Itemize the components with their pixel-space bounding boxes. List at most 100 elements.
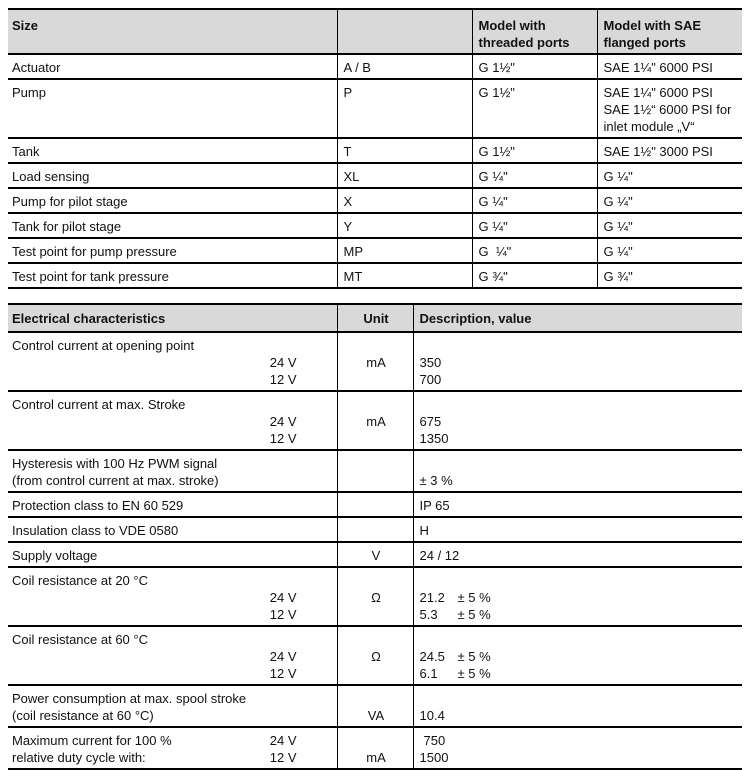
voltage-label: 12 V — [269, 607, 297, 622]
table-row: Pump for pilot stage X G ¼" G ¼" — [8, 188, 742, 213]
cell-value: 24 / 12 — [412, 542, 742, 567]
cell-port-code: Y — [336, 213, 472, 238]
cell-threaded: G 1½" — [471, 54, 597, 79]
tolerance: ± 5 % — [457, 666, 491, 681]
table-row: Coil resistance at 20 °C 24 V 12 V Ω 21.… — [8, 567, 742, 626]
cell-characteristic: Supply voltage — [12, 548, 98, 563]
cell-characteristic: Protection class to EN 60 529 — [12, 498, 184, 513]
voltage-label: 24 V — [269, 590, 297, 605]
cell-unit — [336, 517, 413, 542]
characteristic-label: Power consumption at max. spool stroke — [12, 691, 247, 706]
cell-characteristic: Control current at max. Stroke 24 V 12 V — [8, 391, 337, 450]
cell-characteristic: Power consumption at max. spool stroke (… — [8, 685, 337, 727]
table-row: Coil resistance at 60 °C 24 V 12 V Ω 24.… — [8, 626, 742, 685]
size-table: Size Model with threaded ports Model wit… — [8, 8, 742, 289]
cell-port-code: MP — [336, 238, 472, 263]
size-table-header-row: Size Model with threaded ports Model wit… — [8, 9, 742, 54]
voltage-label: 24 V — [269, 355, 297, 370]
cell-unit: Ω — [336, 567, 413, 626]
cell-characteristic: Insulation class to VDE 0580 — [12, 523, 179, 538]
cell-flanged: SAE 1½" 3000 PSI — [596, 138, 742, 163]
characteristic-label: (from control current at max. stroke) — [12, 473, 219, 488]
tolerance: ± 5 % — [457, 607, 491, 622]
characteristic-label: Coil resistance at 20 °C — [12, 573, 148, 588]
cell-value: H — [412, 517, 742, 542]
characteristic-label: Control current at max. Stroke — [12, 397, 186, 412]
cell-threaded: G ¾" — [471, 263, 597, 288]
table-row: Supply voltage V 24 / 12 — [8, 542, 742, 567]
voltage-label: 12 V — [269, 431, 297, 446]
cell-unit: Ω — [336, 626, 413, 685]
cell-value: 24.5 ± 5 % 6.1 ± 5 % — [412, 626, 742, 685]
table-row: Pump P G 1½" SAE 1¼" 6000 PSI SAE 1½“ 60… — [8, 79, 742, 138]
cell-unit: mA — [336, 391, 413, 450]
cell-unit: mA — [336, 332, 413, 391]
cell-characteristic: Coil resistance at 20 °C 24 V 12 V — [8, 567, 337, 626]
characteristic-label: Coil resistance at 60 °C — [12, 632, 148, 647]
table-row: Tank for pilot stage Y G ¼" G ¼" — [8, 213, 742, 238]
cell-unit — [336, 492, 413, 517]
cell-unit — [336, 450, 413, 492]
cell-port-name: Load sensing — [12, 169, 90, 184]
size-header-code — [336, 9, 472, 54]
cell-port-name: Pump — [12, 85, 46, 100]
cell-port-name: Actuator — [12, 60, 61, 75]
cell-threaded: G ¼" — [471, 163, 597, 188]
cell-flanged: G ¼" — [596, 213, 742, 238]
value: 5.3 — [419, 607, 438, 622]
cell-port-name: Tank for pilot stage — [12, 219, 122, 234]
electrical-header-title: Electrical characteristics — [12, 311, 166, 326]
cell-unit: V — [336, 542, 413, 567]
cell-flanged: SAE 1¼" 6000 PSI SAE 1½“ 6000 PSI for in… — [596, 79, 742, 138]
cell-port-code: X — [336, 188, 472, 213]
cell-threaded: G 1½" — [471, 138, 597, 163]
table-row: Actuator A / B G 1½" SAE 1¼" 6000 PSI — [8, 54, 742, 79]
cell-value: 750 1500 — [412, 727, 742, 769]
size-header-threaded: Model with threaded ports — [471, 9, 597, 54]
cell-threaded: G ¼" — [471, 188, 597, 213]
value-line: 5.3 ± 5 % — [420, 606, 739, 623]
cell-value: 21.2 ± 5 % 5.3 ± 5 % — [412, 567, 742, 626]
characteristic-label: Control current at opening point — [12, 338, 195, 353]
value-line: 1500 — [419, 750, 449, 765]
electrical-header-unit: Unit — [336, 304, 413, 332]
characteristic-line: relative duty cycle with: 12 V — [12, 749, 333, 766]
cell-port-code: P — [336, 79, 472, 138]
voltage-label: 12 V — [269, 750, 297, 765]
table-row: Maximum current for 100 % 24 V relative d… — [8, 727, 742, 769]
cell-value: 10.4 — [412, 685, 742, 727]
tolerance: ± 5 % — [457, 649, 491, 664]
cell-characteristic: Maximum current for 100 % 24 V relative d… — [8, 727, 337, 769]
table-row: Hysteresis with 100 Hz PWM signal (from … — [8, 450, 742, 492]
table-row: Control current at max. Stroke 24 V 12 V… — [8, 391, 742, 450]
cell-unit: mA — [336, 727, 413, 769]
electrical-table: Electrical characteristics Unit Descript… — [8, 303, 742, 770]
cell-port-name: Test point for tank pressure — [12, 269, 169, 284]
characteristic-label: (coil resistance at 60 °C) — [12, 708, 154, 723]
cell-port-name: Test point for pump pressure — [12, 244, 177, 259]
cell-flanged: G ¾" — [596, 263, 742, 288]
cell-unit: VA — [336, 685, 413, 727]
value-line: 750 — [423, 733, 446, 748]
value-line: 675 — [419, 414, 442, 429]
table-row: Tank T G 1½" SAE 1½" 3000 PSI — [8, 138, 742, 163]
voltage-label: 24 V — [269, 414, 297, 429]
cell-value: IP 65 — [412, 492, 742, 517]
value-line: 350 — [419, 355, 442, 370]
table-row: Power consumption at max. spool stroke (… — [8, 685, 742, 727]
cell-port-code: T — [336, 138, 472, 163]
cell-port-name: Pump for pilot stage — [12, 194, 128, 209]
table-row: Load sensing XL G ¼" G ¼" — [8, 163, 742, 188]
voltage-label: 12 V — [269, 666, 297, 681]
characteristic-label: Hysteresis with 100 Hz PWM signal — [12, 456, 218, 471]
cell-flanged: SAE 1¼" 6000 PSI — [596, 54, 742, 79]
value-line: 700 — [419, 372, 442, 387]
cell-threaded: G ¼" — [471, 213, 597, 238]
cell-characteristic: Control current at opening point 24 V 12… — [8, 332, 337, 391]
table-row: Insulation class to VDE 0580 H — [8, 517, 742, 542]
size-header-flanged: Model with SAE flanged ports — [596, 9, 742, 54]
characteristic-label: relative duty cycle with: — [12, 750, 146, 765]
cell-threaded: G 1½" — [471, 79, 597, 138]
value-line: 1350 — [419, 431, 449, 446]
value-line: 21.2 ± 5 % — [420, 589, 739, 606]
